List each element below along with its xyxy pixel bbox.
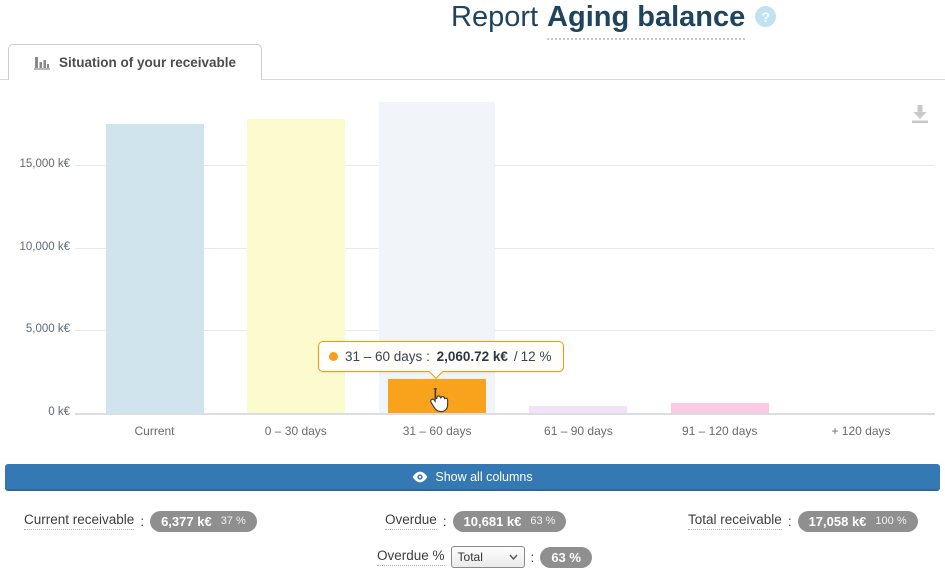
stat-pill-total-receivable: 17,058 k€ 100 % [797, 510, 918, 532]
stat-pill-overdue: 10,681 k€ 63 % [452, 510, 567, 532]
overdue-scope-selected-value: Total [457, 550, 483, 564]
y-axis-label: 10,000 k€ [19, 240, 70, 253]
stat-label-overdue[interactable]: Overdue [385, 512, 437, 530]
gridline [75, 165, 935, 166]
page-title: Report Aging balance ? [451, 1, 777, 40]
gridline [75, 247, 935, 249]
bar-61-90-days[interactable] [529, 406, 628, 413]
y-axis-label: 0 k€ [48, 406, 70, 418]
y-axis-label: 5,000 k€ [25, 323, 70, 336]
tabbar-divider [0, 79, 945, 80]
bar-91-120-days[interactable] [670, 403, 769, 413]
chart-tooltip: 31 – 60 days : 2,060.72 k€ / 12 % [318, 341, 565, 380]
bar-current[interactable] [105, 124, 204, 413]
tooltip-colon: : [422, 349, 434, 364]
overdue-percent-pill: 63 % [540, 546, 592, 568]
colon: : [442, 513, 447, 529]
x-axis-label: + 120 days [831, 424, 891, 438]
tooltip-separator: / [513, 349, 518, 364]
colon: : [787, 513, 792, 529]
colon: : [530, 549, 535, 565]
help-icon[interactable]: ? [755, 6, 777, 27]
tooltip-label: 31 – 60 days [345, 349, 423, 364]
bar-chart-icon [33, 56, 50, 70]
overdue-percent-label[interactable]: Overdue % [377, 548, 445, 566]
x-axis-label: 61 – 90 days [544, 424, 613, 438]
stat-percent: 37 % [220, 515, 246, 527]
stat-current-receivable: Current receivable : 6,377 k€ 37 % [24, 510, 257, 532]
stat-value: 10,681 k€ [463, 513, 522, 529]
x-axis-label: 91 – 120 days [681, 424, 758, 438]
show-all-columns-label: Show all columns [435, 469, 533, 484]
stat-value: 6,377 k€ [161, 513, 212, 529]
stat-total-receivable: Total receivable : 17,058 k€ 100 % [688, 510, 918, 532]
stat-value: 17,058 k€ [808, 513, 867, 529]
page-title-main: Aging balance [547, 1, 746, 40]
colon: : [140, 513, 145, 529]
tab-situation-of-your-receivable[interactable]: Situation of your receivable [8, 44, 262, 80]
chevron-down-icon [509, 554, 518, 560]
overdue-percent-value: 63 % [551, 549, 581, 565]
show-all-columns-button[interactable]: Show all columns [5, 464, 940, 491]
tooltip-percent: 12 % [520, 349, 552, 364]
stat-overdue: Overdue : 10,681 k€ 63 % [385, 510, 567, 532]
stat-label-total-receivable[interactable]: Total receivable [688, 512, 782, 530]
x-axis-label: Current [134, 424, 175, 438]
stat-percent: 63 % [530, 515, 556, 527]
hand-cursor-icon [424, 386, 451, 422]
x-axis-label: 0 – 30 days [264, 424, 327, 438]
overdue-scope-select[interactable]: Total [450, 546, 525, 568]
y-axis-label: 15,000 k€ [19, 158, 70, 170]
overdue-percent-row: Overdue % Total : 63 % [377, 546, 592, 568]
tooltip-series-dot [329, 352, 338, 361]
x-axis-label: 31 – 60 days [402, 424, 472, 438]
stat-percent: 100 % [875, 515, 907, 527]
aging-balance-chart: 0 k€ 5,000 k€ 10,000 k€ 15,000 k€ Current 0 –… [0, 80, 945, 455]
stat-label-current-receivable[interactable]: Current receivable [24, 512, 135, 530]
download-icon[interactable] [908, 102, 932, 126]
page-title-prefix: Report [451, 1, 539, 33]
tab-label: Situation of your receivable [58, 55, 237, 70]
x-axis-line [75, 413, 935, 415]
eye-icon [412, 471, 428, 483]
gridline [75, 330, 935, 332]
tooltip-value: 2,060.72 k€ [436, 349, 508, 364]
stat-pill-current-receivable: 6,377 k€ 37 % [150, 510, 257, 532]
